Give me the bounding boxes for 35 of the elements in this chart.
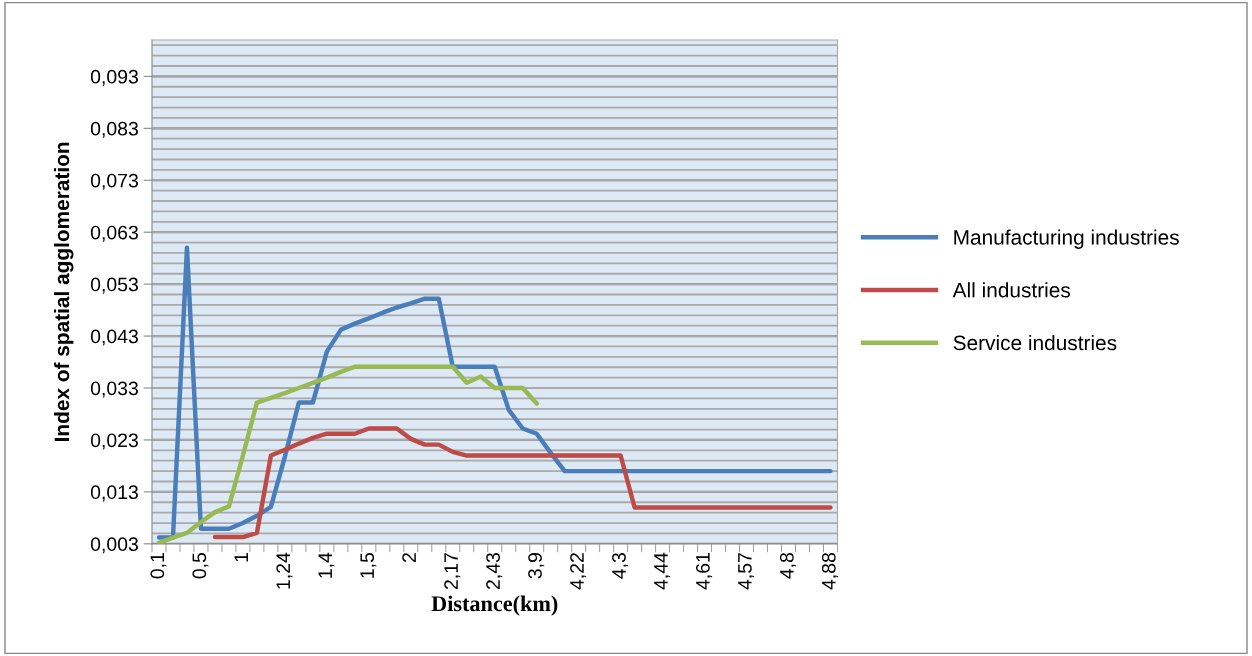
x-tick-label: 4,57 — [738, 553, 755, 590]
y-tick-label: 0,073 — [90, 173, 138, 190]
y-tick-label: 0,003 — [90, 537, 138, 554]
x-tick-label: 1 — [234, 553, 248, 562]
line-series — [156, 364, 539, 544]
y-tick-label: 0,083 — [90, 121, 138, 138]
x-axis-title: Distance(km) — [431, 595, 558, 616]
legend-label: All industries — [952, 282, 1070, 298]
y-tick-label: 0,093 — [90, 69, 138, 86]
line-series — [212, 426, 833, 540]
y-tick-label: 0,033 — [90, 381, 138, 398]
x-tick-label: 4,61 — [696, 553, 713, 590]
x-tick-label: 2,43 — [486, 553, 503, 590]
y-tick-label: 0,043 — [90, 329, 138, 346]
y-tick-label: 0,053 — [90, 277, 138, 294]
x-tick-label: 4,8 — [779, 553, 797, 579]
x-tick-label: 0,5 — [192, 552, 209, 579]
x-tick-label: 1,24 — [276, 552, 293, 589]
legend-label: Service industries — [953, 334, 1117, 351]
x-tick-label: 1,4 — [318, 552, 335, 578]
x-tick-label: 4,44 — [654, 552, 671, 590]
legend-label: Manufacturing industries — [954, 229, 1179, 249]
y-tick-label: 0,013 — [90, 485, 138, 502]
y-axis-title: Index of spatial agglomeration — [53, 142, 74, 441]
x-tick-label: 4,88 — [821, 553, 838, 590]
x-tick-label: 4,22 — [570, 553, 587, 590]
x-tick-label: 0,1 — [150, 553, 167, 579]
x-tick-label: 2 — [402, 553, 416, 562]
x-tick-label: 4,3 — [612, 553, 629, 579]
x-tick-label: 3,9 — [528, 553, 545, 579]
y-tick-label: 0,023 — [90, 433, 138, 450]
line-series — [156, 245, 833, 540]
x-tick-label: 2,17 — [444, 553, 461, 590]
y-tick-label: 0,063 — [90, 225, 138, 242]
x-tick-label: 1,5 — [360, 552, 377, 578]
